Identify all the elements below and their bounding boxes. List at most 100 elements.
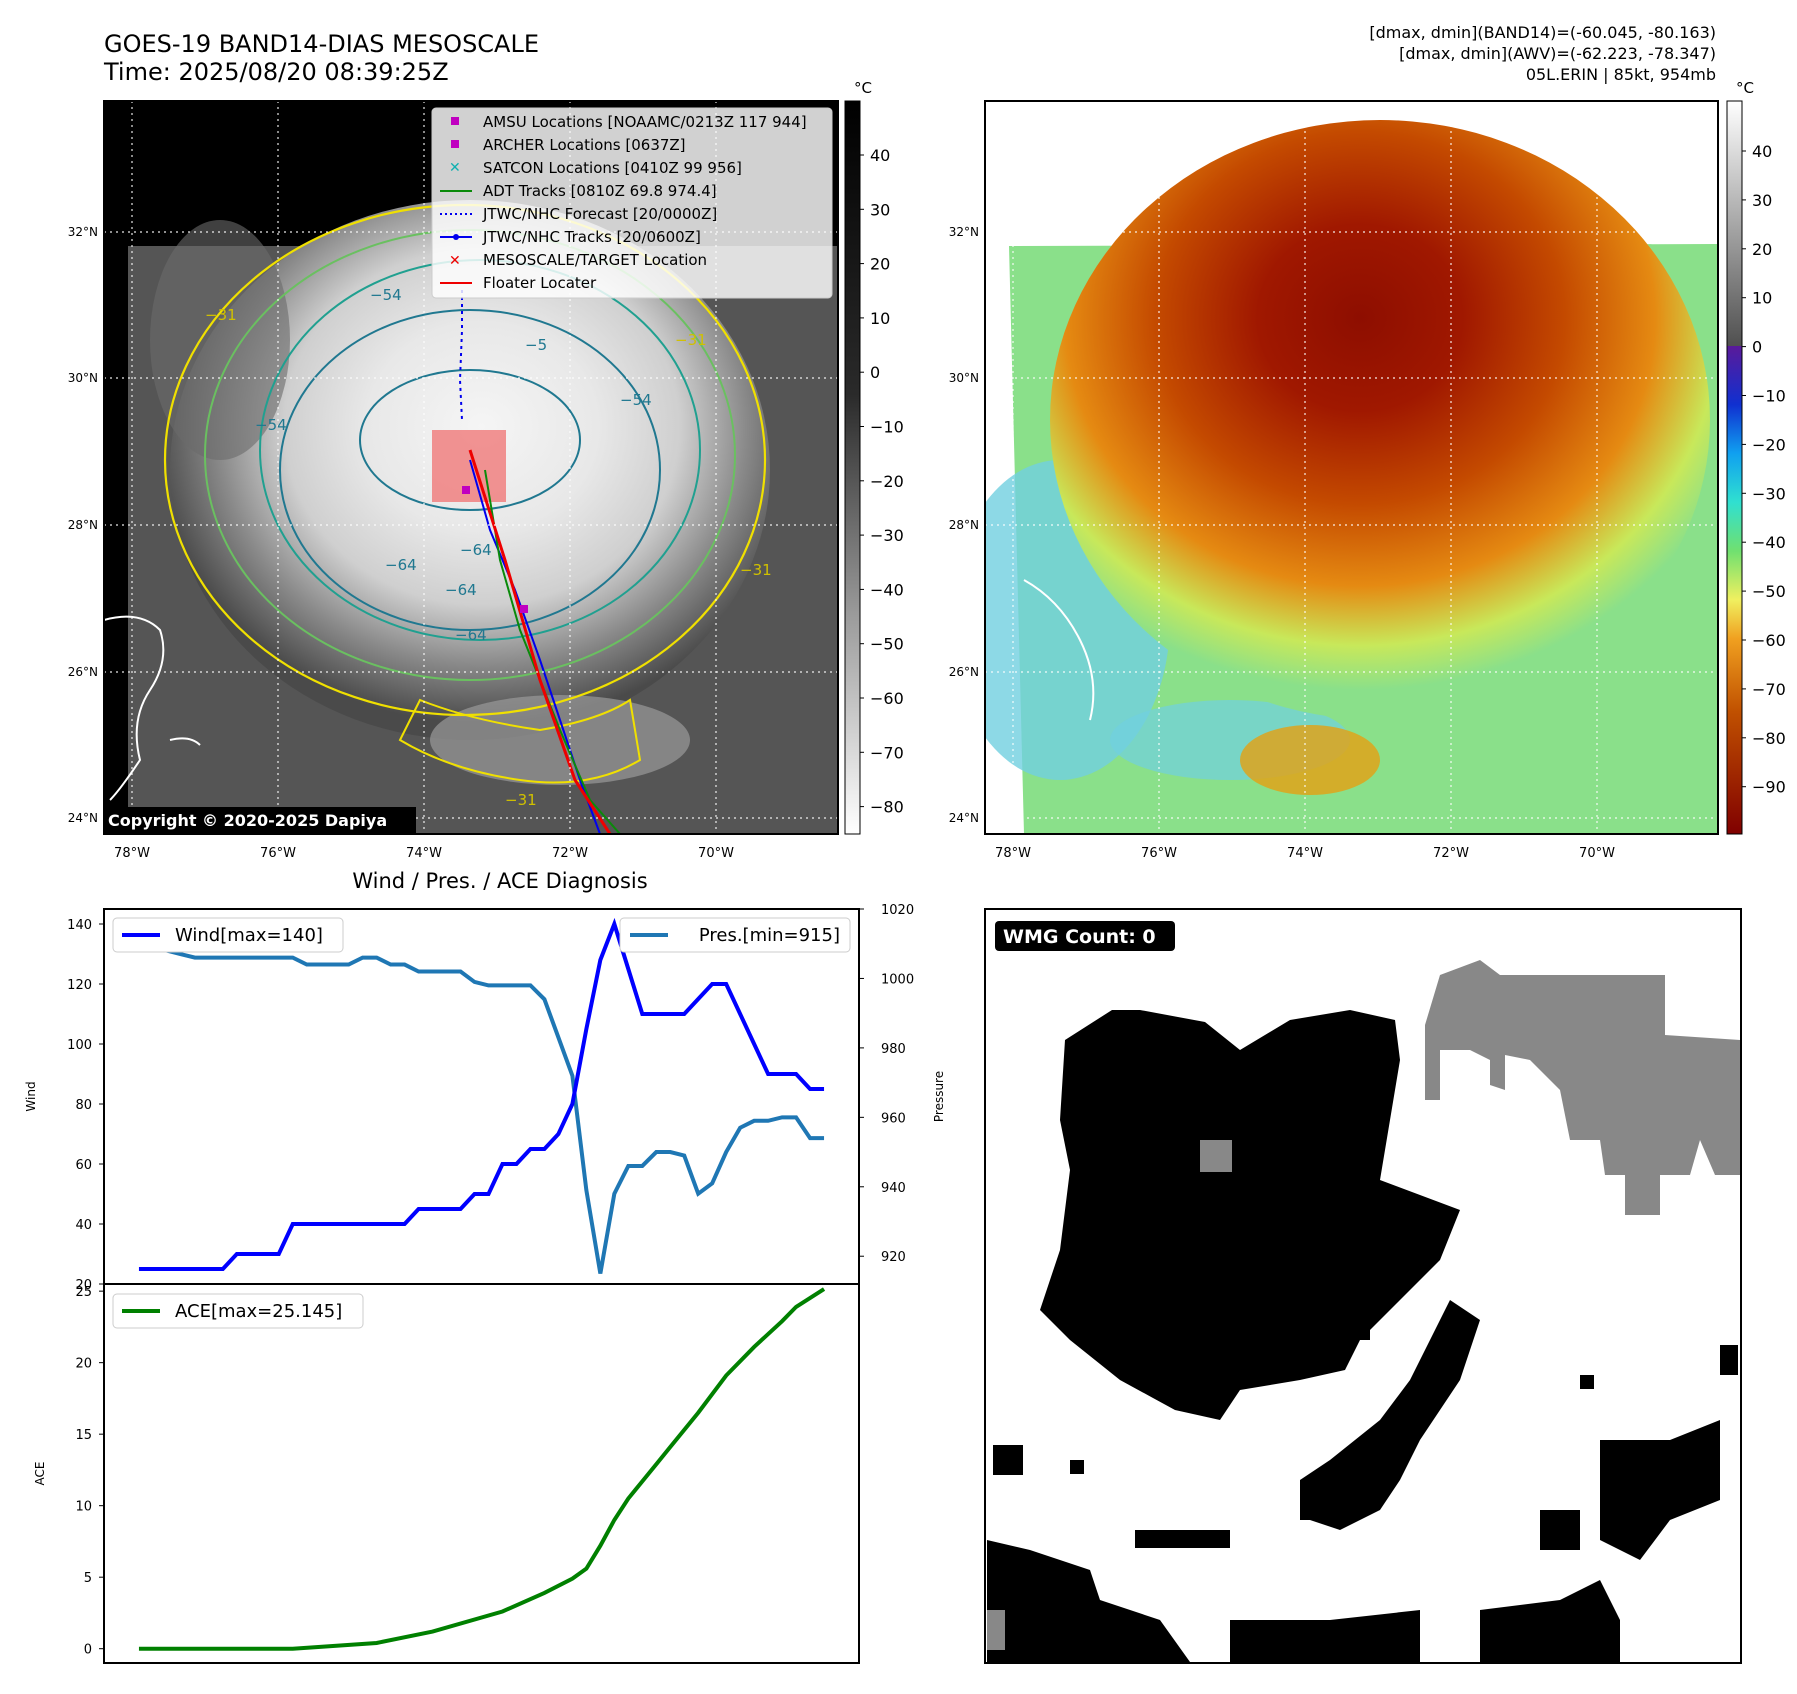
- colorbar-tick-label: −90: [1752, 778, 1786, 797]
- floater-track: [468, 449, 612, 834]
- wind-ytick-label: 60: [75, 1158, 92, 1173]
- ace-ytick-label: 25: [75, 1285, 92, 1300]
- ace-series-line: [138, 1287, 826, 1651]
- awv-colorbar-lower: [1727, 346, 1742, 834]
- colorbar-tick-label: 30: [1752, 191, 1772, 210]
- ace-ytick-label: 0: [84, 1643, 92, 1658]
- contour-label: −31: [205, 306, 237, 324]
- colorbar-tick-label: −70: [870, 743, 904, 762]
- awv-colorbar-unit: °C: [1736, 79, 1754, 97]
- contour-label: −64: [385, 556, 417, 574]
- ace-ylabel: ACE: [33, 1462, 47, 1486]
- wind-ytick-label: 120: [67, 978, 92, 993]
- legend-label: AMSU Locations [NOAAMC/0213Z 117 944]: [483, 113, 807, 131]
- awv-rainband: [1240, 725, 1380, 795]
- legend-label: SATCON Locations [0410Z 99 956]: [483, 159, 742, 177]
- colorbar-tick-label: −80: [1752, 729, 1786, 748]
- awv-colorbar-frame: [1726, 100, 1743, 835]
- colorbar-tick-label: −60: [1752, 631, 1786, 650]
- contour-rainband: [398, 698, 642, 784]
- colorbar-tick-label: −30: [1752, 484, 1786, 503]
- pres-ytick-label: 920: [881, 1250, 906, 1265]
- lon-tick: 70°W: [698, 846, 734, 861]
- colorbar-tick-label: 0: [1752, 338, 1762, 357]
- wmg-panel: WMG Count: 0: [984, 908, 1742, 1664]
- lat-tick: 28°N: [68, 518, 98, 532]
- awv-map-panel: 78°W 76°W 74°W 72°W 70°W 32°N 30°N 28°N …: [949, 100, 1719, 861]
- pres-ytick-label: 960: [881, 1111, 906, 1126]
- wmg-cells-black: [987, 1010, 1738, 1662]
- pres-ytick-label: 980: [881, 1042, 906, 1057]
- map-legend: AMSU Locations [NOAAMC/0213Z 117 944] AR…: [431, 107, 833, 299]
- contour-label: −64: [460, 541, 492, 559]
- contour-label: −64: [445, 581, 477, 599]
- lat-tick: 26°N: [949, 665, 979, 679]
- lat-tick: 32°N: [68, 225, 98, 239]
- contour-label: −31: [505, 791, 537, 809]
- ace-ytick-label: 15: [75, 1428, 92, 1443]
- lat-tick: 28°N: [949, 518, 979, 532]
- contour-label: −54: [620, 391, 652, 409]
- contour-label: −54: [255, 416, 287, 434]
- archer-marker: [520, 605, 528, 613]
- pres-ylabel: Pressure: [932, 1071, 946, 1122]
- colorbar-tick-label: −40: [870, 580, 904, 599]
- wmg-count-label: WMG Count: 0: [1003, 926, 1156, 948]
- legend-label: ARCHER Locations [0637Z]: [483, 136, 686, 154]
- legend-marker-jtwc-dot: [453, 234, 459, 240]
- colorbar-tick-label: 20: [1752, 240, 1772, 259]
- ace-ytick-label: 20: [75, 1357, 92, 1372]
- wind-pressure-axes: [103, 908, 860, 1285]
- forecast-track: [458, 290, 463, 421]
- wind-ytick-label: 20: [75, 1278, 92, 1293]
- copyright-box: [104, 807, 416, 833]
- colorbar-tick-label: −80: [870, 798, 904, 817]
- contour-label: −5: [525, 336, 547, 354]
- colorbar-tick-label: −10: [870, 418, 904, 437]
- pres-ytick-label: 1000: [881, 972, 914, 987]
- lat-tick: 24°N: [68, 811, 98, 825]
- wind-ytick-label: 100: [67, 1038, 92, 1053]
- ace-legend-box: [112, 1293, 364, 1329]
- awv-coastline: [1023, 579, 1095, 721]
- figure-time: Time: 2025/08/20 08:39:25Z: [103, 58, 449, 86]
- colorbar-tick-label: 40: [870, 146, 890, 165]
- colorbar-tick-label: −20: [1752, 435, 1786, 454]
- legend-box: [431, 107, 833, 299]
- lat-tick: 24°N: [949, 811, 979, 825]
- island-outline: [169, 737, 201, 746]
- ace-axes: [103, 1283, 860, 1664]
- legend-label: JTWC/NHC Forecast [20/0000Z]: [482, 205, 717, 223]
- info-storm: 05L.ERIN | 85kt, 954mb: [1526, 65, 1716, 84]
- colorbar-tick-label: 40: [1752, 142, 1772, 161]
- colorbar-tick-label: −40: [1752, 533, 1786, 552]
- colorbar-tick-label: 10: [870, 309, 890, 328]
- ir-colorbar-unit: °C: [854, 79, 872, 97]
- info-band14: [dmax, dmin](BAND14)=(-60.045, -80.163): [1369, 23, 1716, 42]
- colorbar-tick-label: −50: [870, 635, 904, 654]
- awv-colorbar-upper: [1727, 101, 1742, 346]
- legend-label: Floater Locater: [483, 274, 597, 292]
- ace-legend-label: ACE[max=25.145]: [175, 1301, 342, 1322]
- figure-title: GOES-19 BAND14-DIAS MESOSCALE: [104, 30, 539, 58]
- pressure-series-line: [138, 927, 825, 1274]
- contour-64-inner: [359, 369, 581, 511]
- awv-storm: [1050, 120, 1710, 720]
- wind-ytick-label: 140: [67, 918, 92, 933]
- ir-cloud-patch: [150, 220, 290, 460]
- contour-64-outer: [279, 309, 661, 631]
- colorbar-tick-label: −60: [870, 689, 904, 708]
- contour-label: −54: [370, 286, 402, 304]
- colorbar-tick-label: −70: [1752, 680, 1786, 699]
- legend-label: JTWC/NHC Tracks [20/0600Z]: [482, 228, 701, 246]
- wind-ytick-label: 40: [75, 1218, 92, 1233]
- pres-legend-box: [619, 917, 851, 953]
- ir-colorbar: °C 40 30 20 10 0 −10 −20 −30 −40 −50 −60 −70 −80: [844, 79, 904, 835]
- legend-marker-amsu: [451, 117, 459, 125]
- wmg-count-badge: [995, 921, 1175, 951]
- contour-label: −64: [455, 626, 487, 644]
- awv-gridlines: [985, 101, 1718, 834]
- ir-map-panel: −64 −64 −64 −64 −54 −54 −54 −5 −31 −31 −…: [68, 100, 839, 861]
